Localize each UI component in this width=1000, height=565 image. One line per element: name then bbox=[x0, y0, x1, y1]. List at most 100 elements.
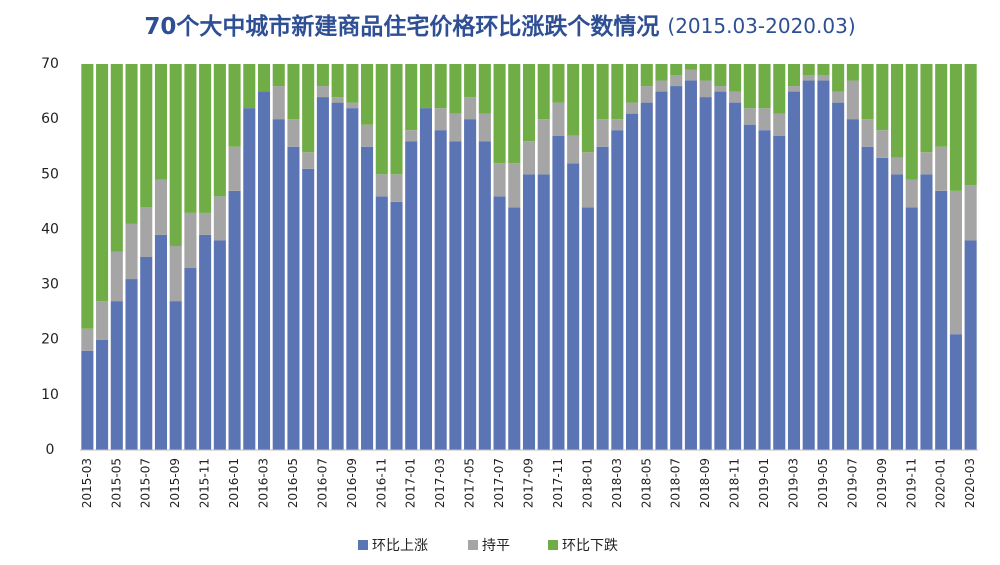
bar-segment bbox=[670, 75, 683, 87]
bar-segment bbox=[243, 108, 256, 450]
bar-segment bbox=[302, 64, 315, 153]
bar-segment bbox=[964, 64, 977, 186]
bar-segment bbox=[905, 179, 918, 208]
bar-segment bbox=[199, 64, 212, 213]
y-tick-label: 50 bbox=[41, 166, 59, 182]
bar-segment bbox=[390, 174, 403, 202]
x-tick-label: 2018-09 bbox=[698, 458, 712, 508]
y-tick-label: 70 bbox=[41, 56, 59, 72]
bar-segment bbox=[714, 86, 727, 92]
bar-segment bbox=[537, 174, 550, 451]
bar-segment bbox=[802, 75, 815, 81]
bar-segment bbox=[729, 102, 742, 450]
x-tick-label: 2019-07 bbox=[845, 458, 859, 508]
bar-segment bbox=[434, 130, 447, 450]
x-tick-label: 2019-01 bbox=[757, 458, 771, 508]
x-tick-label: 2020-01 bbox=[934, 458, 948, 508]
bar-segment bbox=[670, 64, 683, 76]
bar-segment bbox=[110, 251, 123, 302]
bar-segment bbox=[876, 157, 889, 450]
bar-segment bbox=[110, 301, 123, 450]
bar-segment bbox=[626, 102, 639, 114]
x-tick-label: 2020-03 bbox=[963, 458, 977, 508]
bar-segment bbox=[949, 64, 962, 191]
bar-segment bbox=[464, 97, 477, 120]
bar-segment bbox=[905, 64, 918, 180]
bar-segment bbox=[935, 146, 948, 191]
bar-segment bbox=[405, 141, 418, 450]
bar-segment bbox=[949, 334, 962, 450]
bar-segment bbox=[890, 157, 904, 175]
bar-segment bbox=[478, 141, 491, 450]
bar-segment bbox=[773, 135, 786, 450]
bar-segment bbox=[449, 64, 462, 114]
bar-segment bbox=[729, 64, 742, 92]
bar-segment bbox=[184, 268, 197, 450]
bar-segment bbox=[537, 64, 550, 120]
bar-segment bbox=[316, 64, 329, 87]
bar-segment bbox=[228, 146, 241, 191]
bar-segment bbox=[640, 64, 653, 87]
bar-segment bbox=[684, 69, 697, 81]
bar-segment bbox=[169, 301, 182, 450]
bar-segment bbox=[375, 196, 388, 450]
bar-segment bbox=[846, 64, 859, 81]
bar-segment bbox=[272, 64, 285, 87]
bar-segment bbox=[361, 64, 374, 125]
legend-label: 环比下跌 bbox=[562, 538, 618, 554]
bar-segment bbox=[670, 86, 683, 451]
bar-segment bbox=[699, 97, 712, 450]
x-tick-label: 2016-01 bbox=[227, 458, 241, 508]
y-tick-label: 0 bbox=[46, 442, 55, 458]
bar-segment bbox=[287, 119, 300, 147]
bar-segment bbox=[640, 102, 653, 450]
bar-segment bbox=[375, 174, 388, 197]
x-tick-label: 2016-07 bbox=[315, 458, 329, 508]
bar-segment bbox=[508, 163, 521, 208]
bar-segment bbox=[787, 86, 801, 92]
bar-segment bbox=[787, 64, 801, 87]
bar-segment bbox=[478, 64, 491, 114]
bar-segment bbox=[626, 64, 639, 103]
bar-segment bbox=[375, 64, 388, 175]
bar-segment bbox=[581, 207, 594, 450]
bar-segment bbox=[493, 64, 506, 164]
bar-segment bbox=[729, 91, 742, 103]
x-tick-label: 2018-01 bbox=[580, 458, 594, 508]
bar-segment bbox=[626, 113, 639, 450]
x-tick-label: 2019-09 bbox=[875, 458, 889, 508]
bar-segment bbox=[684, 64, 697, 70]
x-tick-label: 2016-11 bbox=[374, 458, 388, 508]
y-tick-label: 20 bbox=[41, 332, 59, 348]
x-tick-label: 2015-09 bbox=[168, 458, 182, 508]
bar-segment bbox=[346, 64, 359, 103]
bar-segment bbox=[228, 190, 241, 451]
bar-segment bbox=[272, 119, 285, 451]
bar-segment bbox=[508, 207, 521, 450]
x-tick-label: 2018-11 bbox=[728, 458, 742, 508]
bar-segment bbox=[596, 64, 609, 120]
bar-segment bbox=[920, 152, 933, 175]
bar-segment bbox=[154, 64, 168, 180]
bar-segment bbox=[832, 64, 845, 92]
bar-segment bbox=[154, 179, 168, 235]
bar-segment bbox=[390, 64, 403, 175]
bar-segment bbox=[110, 64, 123, 252]
x-tick-label: 2016-05 bbox=[286, 458, 300, 508]
bar-segment bbox=[522, 141, 536, 175]
bar-segment bbox=[213, 64, 226, 197]
y-tick-label: 60 bbox=[41, 111, 59, 127]
bar-segment bbox=[552, 135, 565, 450]
bar-segment bbox=[935, 64, 948, 147]
x-tick-label: 2019-03 bbox=[786, 458, 800, 508]
bar-segment bbox=[140, 257, 153, 450]
x-tick-label: 2015-03 bbox=[80, 458, 94, 508]
bar-segment bbox=[478, 113, 491, 142]
bar-segment bbox=[96, 301, 109, 340]
bar-segment bbox=[184, 64, 197, 213]
bar-segment bbox=[920, 174, 933, 451]
bar-segment bbox=[876, 130, 889, 158]
legend-label: 持平 bbox=[482, 538, 510, 554]
bar-segment bbox=[964, 240, 977, 450]
bar-segment bbox=[699, 64, 712, 81]
